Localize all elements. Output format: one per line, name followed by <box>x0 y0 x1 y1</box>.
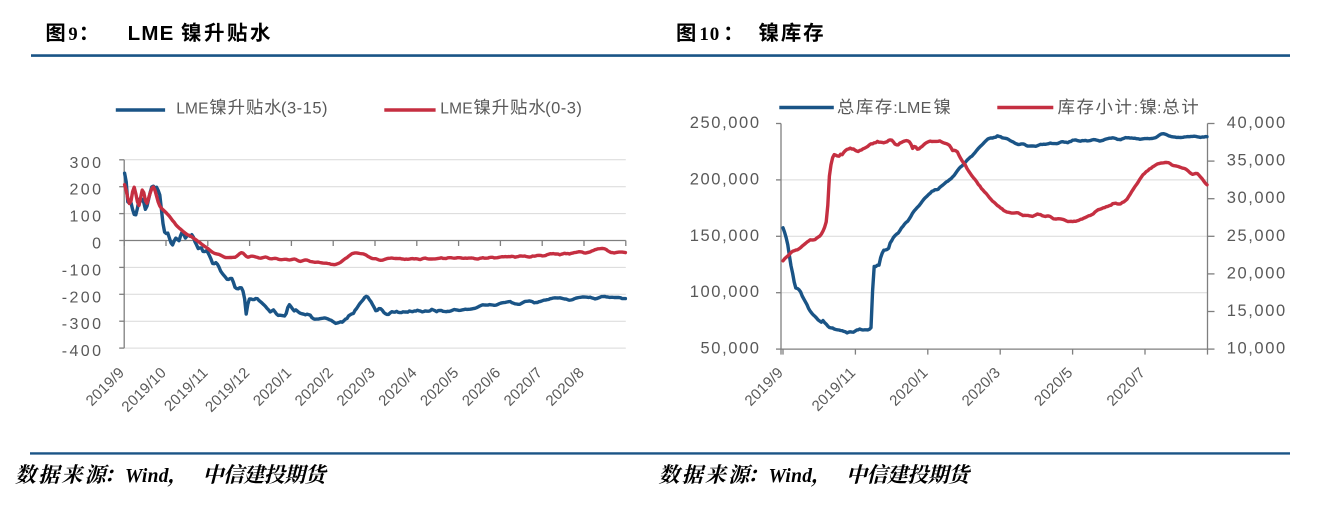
svg-text::: : <box>1157 100 1161 117</box>
svg-text:150,000: 150,000 <box>690 227 761 245</box>
svg-text:250,000: 250,000 <box>690 114 761 132</box>
svg-text:15,000: 15,000 <box>1227 302 1287 320</box>
svg-text:40,000: 40,000 <box>1227 114 1287 132</box>
svg-text:100,000: 100,000 <box>690 283 761 301</box>
svg-text:9: 9 <box>68 25 77 45</box>
svg-text:-200: -200 <box>62 289 104 306</box>
svg-text:(3-15): (3-15) <box>281 99 328 117</box>
svg-text:LME: LME <box>176 100 208 117</box>
svg-text:50,000: 50,000 <box>701 340 761 358</box>
svg-text:Wind: Wind <box>125 466 169 487</box>
svg-text:LME: LME <box>128 22 175 45</box>
svg-text:10,000: 10,000 <box>1227 340 1287 358</box>
svg-text:-300: -300 <box>62 316 104 333</box>
svg-text:200: 200 <box>69 182 103 199</box>
svg-text:0: 0 <box>92 236 103 253</box>
svg-text:Wind: Wind <box>769 466 813 487</box>
svg-text:LME: LME <box>440 100 472 117</box>
svg-text:200,000: 200,000 <box>690 170 761 188</box>
svg-text:20,000: 20,000 <box>1227 264 1287 282</box>
svg-text::LME: :LME <box>893 100 931 117</box>
svg-text:10: 10 <box>699 24 720 45</box>
svg-text:-100: -100 <box>62 262 104 279</box>
svg-text::: : <box>1134 100 1138 117</box>
svg-text:-400: -400 <box>62 343 104 360</box>
svg-text:35,000: 35,000 <box>1227 152 1287 170</box>
svg-text:300: 300 <box>69 155 103 172</box>
svg-text:30,000: 30,000 <box>1227 189 1287 207</box>
svg-text:(0-3): (0-3) <box>545 99 582 117</box>
svg-text:100: 100 <box>69 209 103 226</box>
svg-text:25,000: 25,000 <box>1227 227 1287 245</box>
